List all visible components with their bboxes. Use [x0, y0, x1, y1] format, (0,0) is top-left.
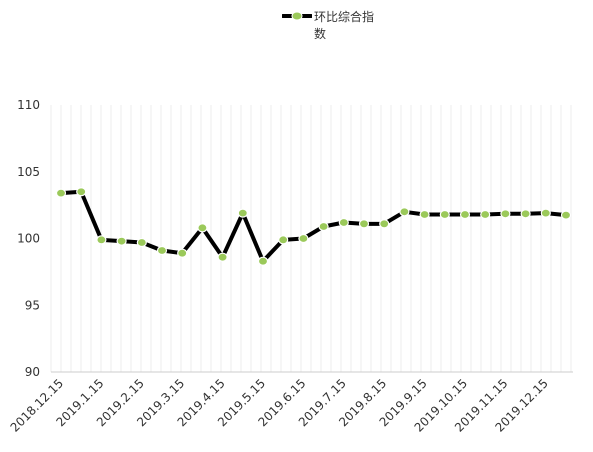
data-point	[560, 210, 572, 220]
y-tick-label: 110	[17, 98, 40, 112]
y-tick-label: 95	[25, 298, 40, 312]
y-tick-label: 90	[25, 365, 40, 379]
x-axis-ticks: 2018.12.152019.1.152019.2.152019.3.15201…	[8, 376, 551, 434]
data-point	[197, 223, 208, 233]
data-point	[540, 208, 551, 218]
data-point	[116, 236, 127, 246]
data-point	[399, 207, 410, 217]
legend-swatch-icon	[282, 12, 312, 20]
data-point	[419, 209, 430, 220]
data-point	[257, 256, 269, 266]
x-tick-label: 2018.12.15	[8, 376, 66, 434]
legend-label: 环比综合指数	[314, 10, 375, 41]
data-point	[76, 187, 87, 197]
data-point	[156, 245, 168, 256]
data-point	[500, 209, 511, 219]
data-point	[278, 235, 289, 245]
data-point	[55, 188, 67, 198]
data-point	[439, 209, 450, 220]
data-point	[358, 219, 370, 229]
data-point	[379, 219, 390, 229]
series-line	[59, 189, 568, 264]
series-markers	[55, 187, 572, 266]
data-point	[338, 217, 349, 228]
y-tick-label: 105	[17, 165, 40, 179]
y-tick-label: 100	[17, 232, 40, 246]
y-axis-ticks: 90 95 100 105 110	[17, 98, 40, 379]
data-point	[318, 221, 329, 232]
data-point	[217, 252, 228, 262]
vertical-gridlines	[50, 105, 572, 372]
data-point	[520, 209, 531, 219]
data-point	[459, 209, 471, 220]
data-point	[177, 248, 188, 258]
data-point	[96, 235, 107, 245]
data-point	[298, 233, 309, 244]
data-point	[480, 209, 491, 220]
data-point	[237, 208, 248, 218]
data-point	[136, 237, 147, 248]
